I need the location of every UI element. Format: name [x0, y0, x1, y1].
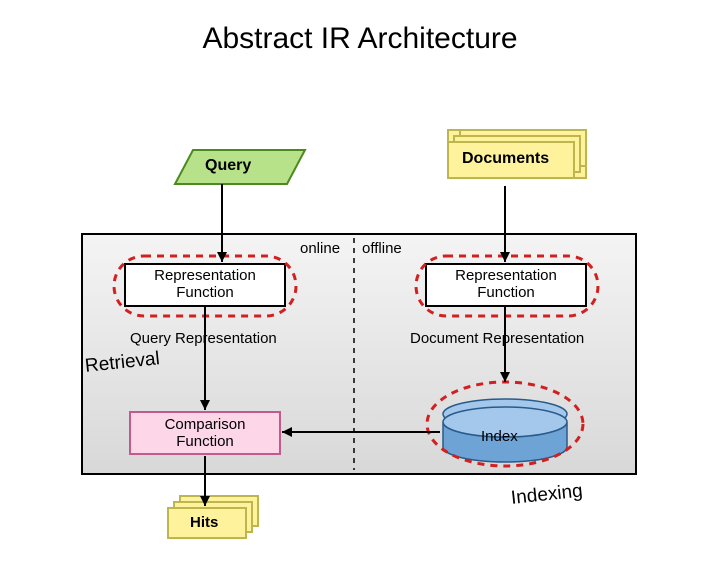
qrep-label: Query Representation [130, 330, 277, 347]
hits-label: Hits [190, 514, 218, 531]
drep-label: Document Representation [410, 330, 584, 347]
offline-label: offline [362, 240, 402, 257]
index-label: Index [481, 428, 518, 445]
repfunc_right-label: Representation Function [426, 267, 586, 301]
compfunc-label: Comparison Function [130, 416, 280, 450]
repfunc_left-label: Representation Function [125, 267, 285, 301]
documents-label: Documents [462, 150, 549, 168]
query-label: Query [205, 157, 251, 175]
indexing-label: Indexing [510, 480, 584, 509]
retrieval-label: Retrieval [84, 348, 161, 378]
online-label: online [300, 240, 340, 257]
